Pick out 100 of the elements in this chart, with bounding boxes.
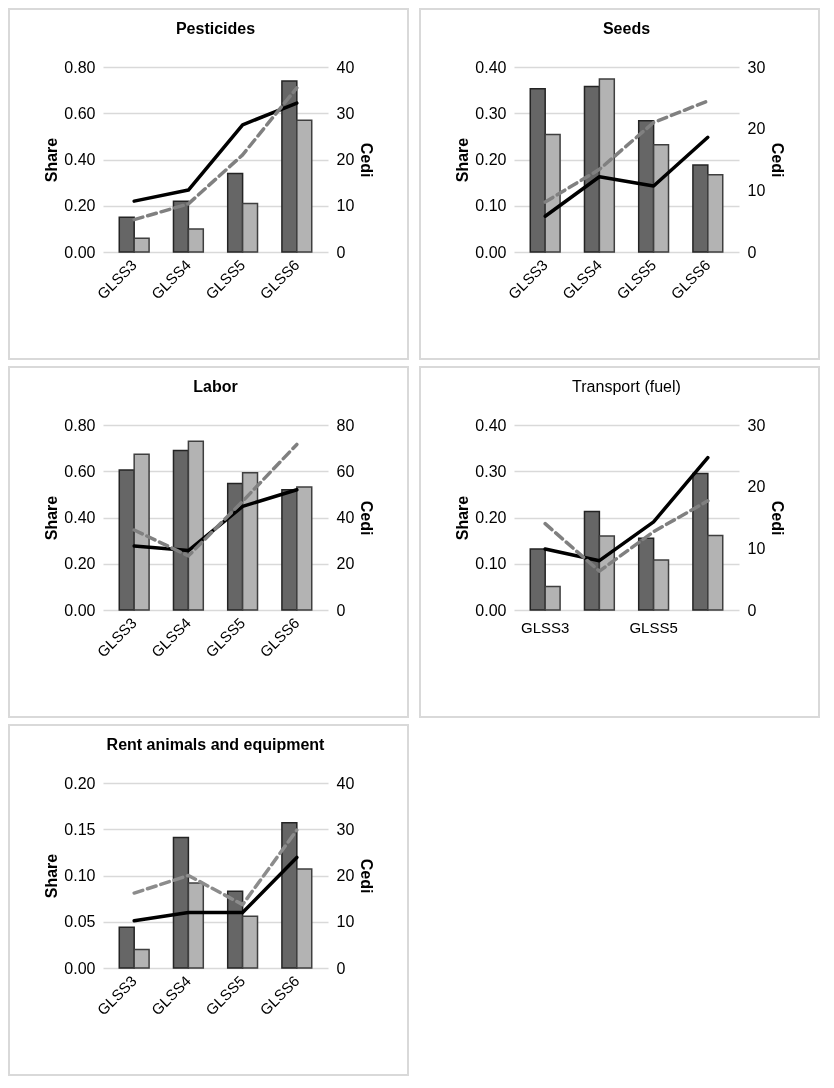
y2-tick-label: 20 <box>747 478 766 496</box>
y-tick-label: 0.30 <box>475 104 507 122</box>
y2-tick-label: 80 <box>336 416 355 434</box>
y-tick-label: 0.05 <box>64 913 96 931</box>
y-axis-title: Share <box>43 853 61 899</box>
line-series <box>132 442 299 558</box>
y2-tick-label: 30 <box>747 416 766 434</box>
chart-title: Seeds <box>602 20 651 37</box>
bar <box>652 559 670 611</box>
bar <box>707 534 724 611</box>
y-tick-label: 0.10 <box>64 867 96 884</box>
bar <box>133 453 150 611</box>
y-tick-label: 0.20 <box>64 555 96 573</box>
y2-axis-title: Cedi <box>769 142 787 178</box>
y2-tick-label: 40 <box>336 509 355 526</box>
y2-axis-title: Cedi <box>358 858 376 894</box>
y-tick-label: 0.00 <box>475 601 507 619</box>
y2-tick-label: 40 <box>336 774 355 792</box>
y-tick-label: 0.80 <box>64 416 96 434</box>
y-tick-label: 0.00 <box>475 243 507 261</box>
bar <box>296 868 313 969</box>
y2-tick-label: 0 <box>336 601 346 619</box>
bar <box>187 882 205 969</box>
bar <box>187 228 205 253</box>
y2-tick-label: 40 <box>336 58 355 76</box>
bar <box>241 915 259 969</box>
bar <box>118 216 135 253</box>
line-series <box>132 828 299 907</box>
line-series <box>132 101 299 203</box>
y-tick-label: 0.20 <box>475 509 507 526</box>
y-tick-label: 0.10 <box>475 555 507 573</box>
y2-tick-label: 60 <box>336 462 355 480</box>
x-tick-label: GLSS3 <box>520 618 570 636</box>
y2-tick-label: 20 <box>336 151 355 168</box>
bar <box>296 119 313 253</box>
y2-tick-label: 30 <box>747 58 766 76</box>
y-tick-label: 0.40 <box>475 58 507 76</box>
y-tick-label: 0.15 <box>64 820 96 838</box>
y2-tick-label: 20 <box>336 867 355 884</box>
chart-title: Pesticides <box>175 20 256 37</box>
y2-tick-label: 30 <box>336 104 355 122</box>
bar <box>598 78 616 253</box>
y2-tick-label: 10 <box>336 197 355 215</box>
y-tick-label: 0.60 <box>64 104 96 122</box>
y-axis-title: Share <box>454 495 472 541</box>
bar <box>133 948 150 969</box>
y2-axis-title: Cedi <box>358 500 376 536</box>
y2-tick-label: 0 <box>747 601 757 619</box>
bar <box>637 537 655 611</box>
y-tick-label: 0.00 <box>64 243 96 261</box>
bar <box>241 472 259 611</box>
line-series <box>132 86 299 222</box>
y2-axis-title: Cedi <box>769 500 787 536</box>
y-tick-label: 0.00 <box>64 601 96 619</box>
y2-tick-label: 0 <box>336 959 346 977</box>
line-series <box>543 455 710 563</box>
y-tick-label: 0.20 <box>475 151 507 168</box>
y-tick-label: 0.80 <box>64 58 96 76</box>
y-tick-label: 0.10 <box>475 197 507 215</box>
y2-tick-label: 0 <box>336 243 346 261</box>
bar <box>281 80 298 253</box>
bar <box>544 133 561 253</box>
chart-title: Rent animals and equipment <box>106 736 326 753</box>
bar <box>296 486 313 611</box>
y2-tick-label: 10 <box>747 539 766 557</box>
y-axis-title: Share <box>43 495 61 541</box>
bar <box>118 926 135 969</box>
y2-tick-label: 10 <box>336 913 355 931</box>
y-tick-label: 0.40 <box>475 416 507 434</box>
y2-tick-label: 0 <box>747 243 757 261</box>
bar <box>692 164 709 253</box>
y-tick-label: 0.40 <box>64 151 96 168</box>
y-tick-label: 0.60 <box>64 462 96 480</box>
y-tick-label: 0.00 <box>64 959 96 977</box>
line-series <box>543 499 710 573</box>
y-tick-label: 0.40 <box>64 509 96 526</box>
y-tick-label: 0.20 <box>64 774 96 792</box>
bar <box>692 472 709 611</box>
bar <box>652 143 670 253</box>
bar <box>707 174 724 253</box>
chart-title: Labor <box>193 378 238 395</box>
y-tick-label: 0.30 <box>475 462 507 480</box>
bar <box>187 440 205 611</box>
y-axis-title: Share <box>454 137 472 183</box>
y2-tick-label: 10 <box>747 181 766 199</box>
y-tick-label: 0.20 <box>64 197 96 215</box>
y-axis-title: Share <box>43 137 61 183</box>
y2-tick-label: 20 <box>336 555 355 573</box>
bar <box>529 548 546 611</box>
x-tick-label: GLSS5 <box>629 618 678 636</box>
bar <box>133 237 150 253</box>
y2-axis-title: Cedi <box>358 142 376 178</box>
y2-tick-label: 30 <box>336 820 355 838</box>
line-series <box>543 135 710 218</box>
chart-title: Transport (fuel) <box>572 378 681 395</box>
bar <box>544 585 561 611</box>
bar <box>172 200 190 253</box>
y2-tick-label: 20 <box>747 120 766 138</box>
bar <box>226 172 244 253</box>
bar <box>241 202 259 253</box>
